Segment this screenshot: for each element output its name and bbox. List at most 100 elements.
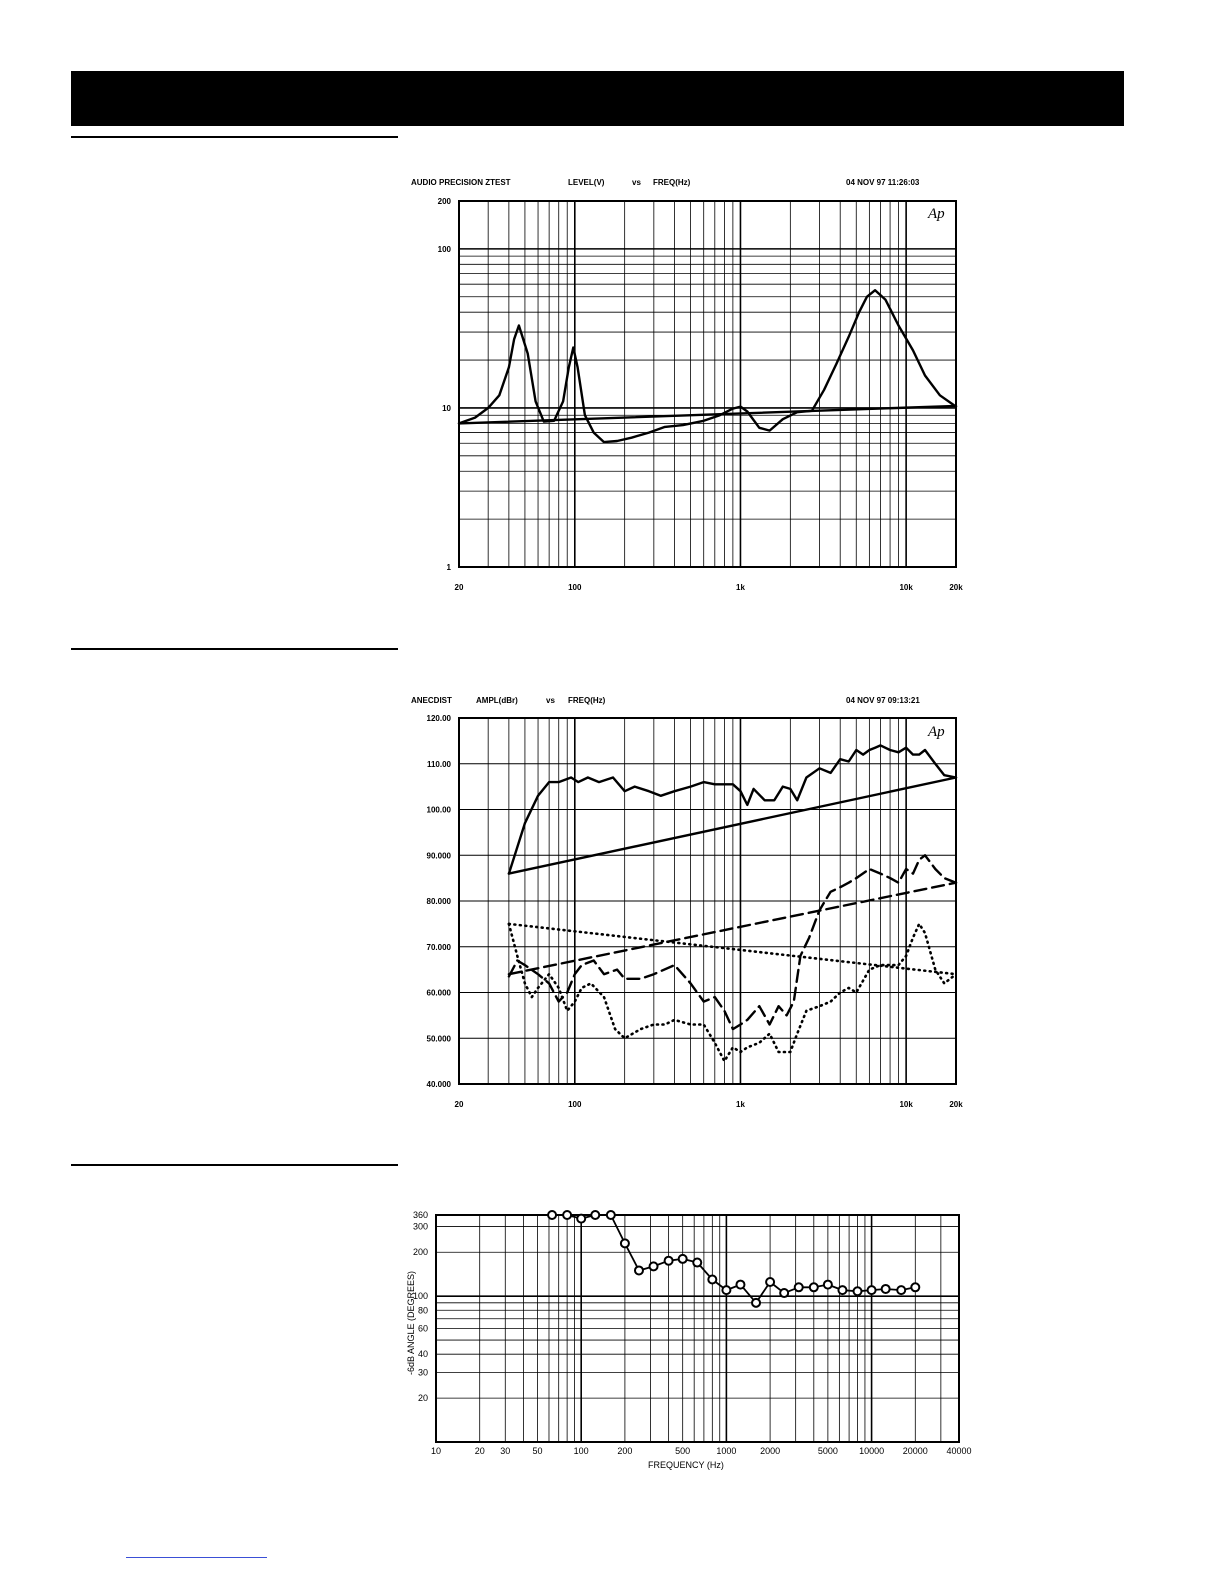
y-axis-label: -6dB ANGLE (DEGREES) <box>406 1271 416 1375</box>
y-tick-label: 100 <box>413 1291 428 1301</box>
series-line-5 <box>507 922 958 1063</box>
data-point <box>576 1213 587 1224</box>
y-tick-label: 80.000 <box>427 897 452 906</box>
x-tick-label: 10k <box>899 1100 913 1109</box>
series-line-6 <box>507 922 958 976</box>
y-tick-label: 20 <box>418 1393 428 1403</box>
x-tick-label: 20 <box>455 1100 464 1109</box>
x-tick-label: 100 <box>574 1446 589 1456</box>
data-point <box>751 1297 762 1308</box>
series-line-3 <box>507 854 958 1031</box>
impedance-chart-svg: AUDIO PRECISION ZTEST LEVEL(V) vs FREQ(H… <box>411 178 963 592</box>
beamwidth-chart: FREQUENCY (Hz) -6dB ANGLE (DEGREES) 10 20… <box>400 1200 990 1480</box>
impedance-chart: AUDIO PRECISION ZTEST LEVEL(V) vs FREQ(H… <box>400 170 990 600</box>
y-tick-label: 30 <box>418 1367 428 1377</box>
y-tick-label: 70.000 <box>427 943 452 952</box>
data-point <box>880 1283 891 1294</box>
data-point <box>910 1282 921 1293</box>
x-tick-label: 20 <box>475 1446 485 1456</box>
data-point <box>619 1238 630 1249</box>
plot-frame <box>435 1214 960 1443</box>
y-tick-label: 40 <box>418 1349 428 1359</box>
x-tick-label: 1k <box>736 583 745 592</box>
x-tick-label: 10k <box>899 583 913 592</box>
plot-frame <box>458 717 957 1085</box>
series-line-1 <box>457 289 958 444</box>
y-tick-label: 90.000 <box>427 851 452 860</box>
y-tick-label: 1 <box>447 563 452 572</box>
section-rule-3 <box>71 1164 398 1166</box>
chart-header-ylabel: AMPL(dBr) <box>476 696 518 705</box>
data-point <box>648 1261 659 1272</box>
x-tick-label: 20 <box>455 583 464 592</box>
chart-header-left: AUDIO PRECISION ZTEST <box>411 178 511 187</box>
y-tick-label: 300 <box>413 1222 428 1232</box>
x-tick-label: 50 <box>532 1446 542 1456</box>
y-tick-label: 100 <box>438 245 452 254</box>
data-point <box>721 1285 732 1296</box>
frequency-response-chart: ANECDIST AMPL(dBr) vs FREQ(Hz) 04 NOV 97… <box>400 688 990 1118</box>
y-tick-label: 40.000 <box>427 1080 452 1089</box>
data-point <box>808 1282 819 1293</box>
y-tick-label: 60 <box>418 1324 428 1334</box>
data-point <box>692 1257 703 1268</box>
data-point <box>707 1274 718 1285</box>
series-line-2 <box>507 776 958 875</box>
series-line-2 <box>457 404 958 425</box>
x-tick-label: 20k <box>949 583 963 592</box>
chart-header-xlabel: FREQ(Hz) <box>653 178 691 187</box>
x-tick-label: 2000 <box>760 1446 780 1456</box>
y-tick-label: 60.000 <box>427 989 452 998</box>
data-point <box>866 1285 877 1296</box>
beamwidth-chart-svg: FREQUENCY (Hz) -6dB ANGLE (DEGREES) 10 20… <box>406 1210 972 1470</box>
chart-header-xlabel: FREQ(Hz) <box>568 696 606 705</box>
section-rule-2 <box>71 648 398 650</box>
ap-logo: Ap <box>927 724 945 740</box>
data-point <box>547 1210 558 1220</box>
data-point <box>677 1253 688 1264</box>
x-axis-label: FREQUENCY (Hz) <box>648 1460 724 1470</box>
chart-header-left: ANECDIST <box>411 696 452 705</box>
x-tick-label: 20k <box>949 1100 963 1109</box>
footer-link-underline <box>126 1557 267 1558</box>
data-point <box>605 1210 616 1220</box>
chart-header-vs: vs <box>632 178 641 187</box>
x-tick-label: 10 <box>431 1446 441 1456</box>
series-line-4 <box>507 881 958 976</box>
chart-header-ylabel: LEVEL(V) <box>568 178 605 187</box>
frequency-response-chart-svg: ANECDIST AMPL(dBr) vs FREQ(Hz) 04 NOV 97… <box>411 696 963 1109</box>
y-tick-label: 120.00 <box>427 714 452 723</box>
y-tick-label: 80 <box>418 1305 428 1315</box>
plot-frame <box>458 200 957 568</box>
series-line-1 <box>507 744 958 875</box>
data-point <box>735 1279 746 1290</box>
y-tick-label: 10 <box>442 404 451 413</box>
ap-logo: Ap <box>927 206 945 222</box>
x-tick-label: 200 <box>617 1446 632 1456</box>
x-tick-label: 40000 <box>946 1446 971 1456</box>
x-tick-label: 20000 <box>903 1446 928 1456</box>
data-point <box>779 1288 790 1299</box>
data-point <box>852 1286 863 1297</box>
y-tick-label: 360 <box>413 1210 428 1220</box>
x-tick-label: 100 <box>568 583 582 592</box>
data-point <box>837 1285 848 1296</box>
chart-header-vs: vs <box>546 696 555 705</box>
data-point <box>765 1277 776 1288</box>
y-tick-label: 110.00 <box>427 760 452 769</box>
chart-header-timestamp: 04 NOV 97 09:13:21 <box>846 696 920 705</box>
x-tick-label: 1000 <box>716 1446 736 1456</box>
data-point <box>633 1265 644 1276</box>
data-point <box>822 1279 833 1290</box>
header-banner <box>71 71 1124 126</box>
x-tick-label: 5000 <box>818 1446 838 1456</box>
x-tick-label: 30 <box>500 1446 510 1456</box>
data-point <box>896 1285 907 1296</box>
x-tick-label: 500 <box>675 1446 690 1456</box>
chart-header-timestamp: 04 NOV 97 11:26:03 <box>846 178 920 187</box>
y-tick-label: 200 <box>413 1247 428 1257</box>
y-tick-label: 100.00 <box>427 806 452 815</box>
data-point <box>590 1210 601 1220</box>
data-point <box>562 1210 573 1220</box>
data-point <box>793 1282 804 1293</box>
